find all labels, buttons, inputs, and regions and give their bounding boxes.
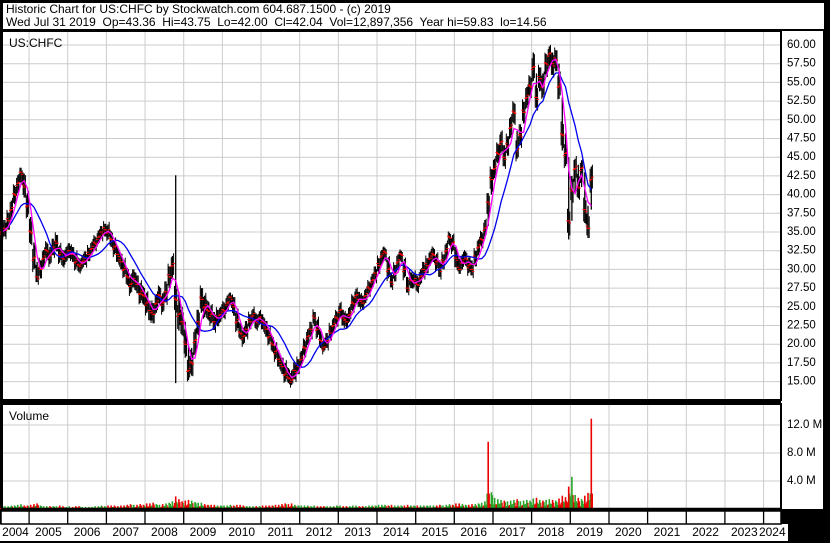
price-axis-tick-label: 50.00 bbox=[787, 114, 816, 126]
price-axis-tick-label: 47.50 bbox=[787, 133, 816, 145]
volume-panel bbox=[2, 404, 781, 509]
price-panel-border bbox=[1, 30, 782, 401]
year-tick-dividers bbox=[28, 511, 765, 524]
right-axis-column bbox=[781, 31, 823, 509]
price-panel bbox=[2, 31, 781, 400]
tick-row bbox=[0, 510, 782, 525]
year-axis-labels: 2004 2005 2006 2007 2008 2009 2010 2011 2012 2013… bbox=[2, 525, 786, 539]
header-bar: Historic Chart for US:CHFC by Stockwatch… bbox=[2, 2, 825, 30]
year-label: 2005 bbox=[35, 525, 62, 539]
price-axis-tick-label: 27.50 bbox=[787, 282, 816, 294]
header-quote-line: Wed Jul 31 2019 Op=43.36 Hi=43.75 Lo=42.… bbox=[6, 15, 547, 29]
year-label: 2015 bbox=[422, 525, 449, 539]
year-label-strip bbox=[0, 524, 788, 541]
year-label: 2007 bbox=[112, 525, 139, 539]
header-title: Historic Chart for US:CHFC by Stockwatch… bbox=[6, 2, 391, 16]
price-axis-tick-label: 17.50 bbox=[787, 357, 816, 369]
price-axis-tick-label: 35.00 bbox=[787, 226, 816, 238]
price-axis-tick-label: 22.50 bbox=[787, 320, 816, 332]
price-axis-tick-label: 52.50 bbox=[787, 95, 816, 107]
price-axis-tick-label: 20.00 bbox=[787, 338, 816, 350]
price-axis-tick-label: 25.00 bbox=[787, 301, 816, 313]
year-label: 2023 bbox=[731, 525, 758, 539]
price-axis-tick-label: 37.50 bbox=[787, 207, 816, 219]
year-label: 2013 bbox=[344, 525, 371, 539]
year-label: 2014 bbox=[383, 525, 410, 539]
price-axis-labels: 60.00 57.50 55.00 52.50 50.00 47.50 45.00 42.50… bbox=[787, 39, 816, 388]
volume-axis-tick-label: 8.0 M bbox=[787, 447, 816, 459]
year-label: 2020 bbox=[615, 525, 642, 539]
year-label: 2022 bbox=[692, 525, 719, 539]
ma-slow-line bbox=[1, 72, 592, 368]
year-label: 2010 bbox=[228, 525, 255, 539]
year-label: 2016 bbox=[460, 525, 487, 539]
volume-axis-tick-label: 12.0 M bbox=[787, 419, 822, 431]
year-label: 2019 bbox=[576, 525, 603, 539]
volume-axis-tick-label: 4.0 M bbox=[787, 475, 816, 487]
year-label: 2006 bbox=[74, 525, 101, 539]
price-axis-tick-label: 30.00 bbox=[787, 263, 816, 275]
year-label: 2009 bbox=[190, 525, 217, 539]
price-axis-tick-label: 45.00 bbox=[787, 151, 816, 163]
price-axis-tick-label: 15.00 bbox=[787, 376, 816, 388]
price-axis-tick-label: 32.50 bbox=[787, 245, 816, 257]
gridlines bbox=[2, 31, 781, 509]
year-label: 2008 bbox=[151, 525, 178, 539]
ma-fast-line bbox=[1, 58, 592, 379]
price-axis-tick-label: 55.00 bbox=[787, 76, 816, 88]
volume-panel-label: Volume bbox=[9, 409, 50, 423]
year-label: 2012 bbox=[306, 525, 333, 539]
price-axis-tick-label: 57.50 bbox=[787, 58, 816, 70]
year-label: 2011 bbox=[267, 525, 293, 539]
volume-axis-labels: 12.0 M 8.0 M 4.0 M bbox=[787, 419, 822, 487]
price-axis-tick-label: 42.50 bbox=[787, 170, 816, 182]
price-axis-tick-label: 40.00 bbox=[787, 189, 816, 201]
year-label: 2024 bbox=[759, 525, 786, 539]
symbol-label: US:CHFC bbox=[9, 36, 63, 50]
year-label: 2004 bbox=[2, 525, 29, 539]
year-label: 2017 bbox=[499, 525, 526, 539]
year-label: 2018 bbox=[538, 525, 565, 539]
price-axis-tick-label: 60.00 bbox=[787, 39, 816, 51]
year-label: 2021 bbox=[654, 525, 681, 539]
